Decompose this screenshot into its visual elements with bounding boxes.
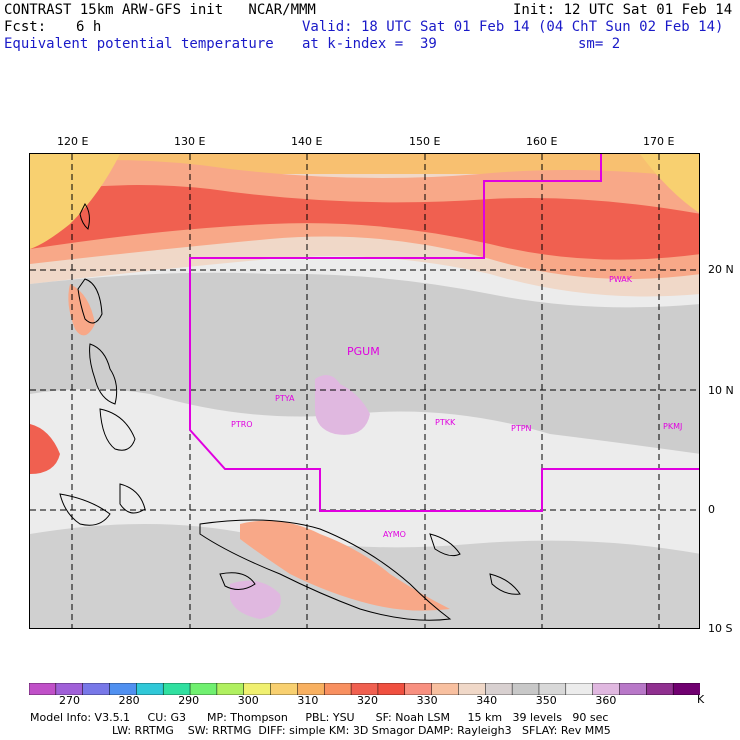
colorbar xyxy=(28,680,701,699)
smoothing: sm= 2 xyxy=(578,36,621,52)
station-pwak: PWAK xyxy=(609,275,633,284)
colorbar-swatch xyxy=(82,682,111,696)
field-newguinea-warm xyxy=(240,520,450,611)
field-lavender-blob xyxy=(315,375,370,435)
field-band-yellow-nw xyxy=(30,154,120,249)
lon-tick-120: 120 E xyxy=(57,135,89,148)
colorbar-swatch xyxy=(672,682,701,696)
model-info-line1: Model Info: V3.5.1 CU: G3 MP: Thompson P… xyxy=(30,711,609,724)
station-aymo: AYMO xyxy=(383,530,406,539)
product-title: CONTRAST 15km ARW-GFS init NCAR/MMM xyxy=(4,2,316,18)
colorbar-swatch xyxy=(28,682,57,696)
theta-e-map: PGUM PWAK PTYA PTRO PTKK PTPN PKMJ AYMO xyxy=(29,153,700,629)
lat-tick-20n: 20 N xyxy=(708,263,734,276)
colorbar-label: 300 xyxy=(237,694,259,707)
coastlines xyxy=(59,203,521,621)
valid-time: Valid: 18 UTC Sat 01 Feb 14 (04 ChT Sun … xyxy=(302,19,724,35)
station-ptkk: PTKK xyxy=(435,418,456,427)
lon-tick-160: 160 E xyxy=(526,135,558,148)
lon-tick-130: 130 E xyxy=(174,135,206,148)
station-ptpn: PTPN xyxy=(511,424,532,433)
lon-tick-150: 150 E xyxy=(409,135,441,148)
colorbar-swatch xyxy=(270,682,299,696)
colorbar-label: 330 xyxy=(416,694,438,707)
colorbar-label: 270 xyxy=(59,694,80,707)
colorbar-swatch xyxy=(323,682,352,696)
station-ptya: PTYA xyxy=(275,394,295,403)
lat-tick-equator: 0 xyxy=(708,503,715,516)
field-lavender-south xyxy=(230,580,281,619)
colorbar-label: 310 xyxy=(297,694,319,707)
init-time: Init: 12 UTC Sat 01 Feb 14 xyxy=(513,2,733,18)
colorbar-label: 290 xyxy=(178,694,200,707)
station-ptro: PTRO xyxy=(231,420,253,429)
lon-tick-170: 170 E xyxy=(643,135,675,148)
colorbar-label: 320 xyxy=(357,694,378,707)
field-west-red xyxy=(30,424,60,474)
lat-tick-10s: 10 S xyxy=(708,622,733,635)
forecast-label: Fcst: xyxy=(4,19,47,35)
model-info-line2: LW: RRTMG SW: RRTMG DIFF: simple KM: 3D … xyxy=(112,724,611,737)
field-luzon-warm xyxy=(68,284,95,336)
colorbar-label: 340 xyxy=(476,694,498,707)
colorbar-label: 360 xyxy=(595,694,617,707)
colorbar-swatch xyxy=(377,682,406,696)
field-band-gray xyxy=(30,272,699,454)
field-band-red xyxy=(30,185,699,260)
colorbar-swatch xyxy=(646,682,674,696)
colorbar-label: 280 xyxy=(118,694,140,707)
colorbar-swatch xyxy=(136,682,164,696)
lat-tick-10n: 10 N xyxy=(708,384,734,397)
colorbar-swatch xyxy=(619,682,648,696)
colorbar-swatch xyxy=(565,682,594,696)
station-pgum: PGUM xyxy=(347,345,380,358)
k-index: at k-index = 39 xyxy=(302,36,437,52)
colorbar-unit: K xyxy=(697,693,705,706)
field-name: Equivalent potential temperature xyxy=(4,36,274,52)
lon-tick-140: 140 E xyxy=(291,135,323,148)
forecast-hour: 6 h xyxy=(76,19,102,35)
colorbar-label: 350 xyxy=(535,694,557,707)
station-pkmj: PKMJ xyxy=(663,422,683,431)
colorbar-swatches xyxy=(28,682,701,696)
map-canvas xyxy=(30,154,699,628)
field-band-yellow-ne xyxy=(640,154,699,213)
region-boundary xyxy=(189,154,699,512)
